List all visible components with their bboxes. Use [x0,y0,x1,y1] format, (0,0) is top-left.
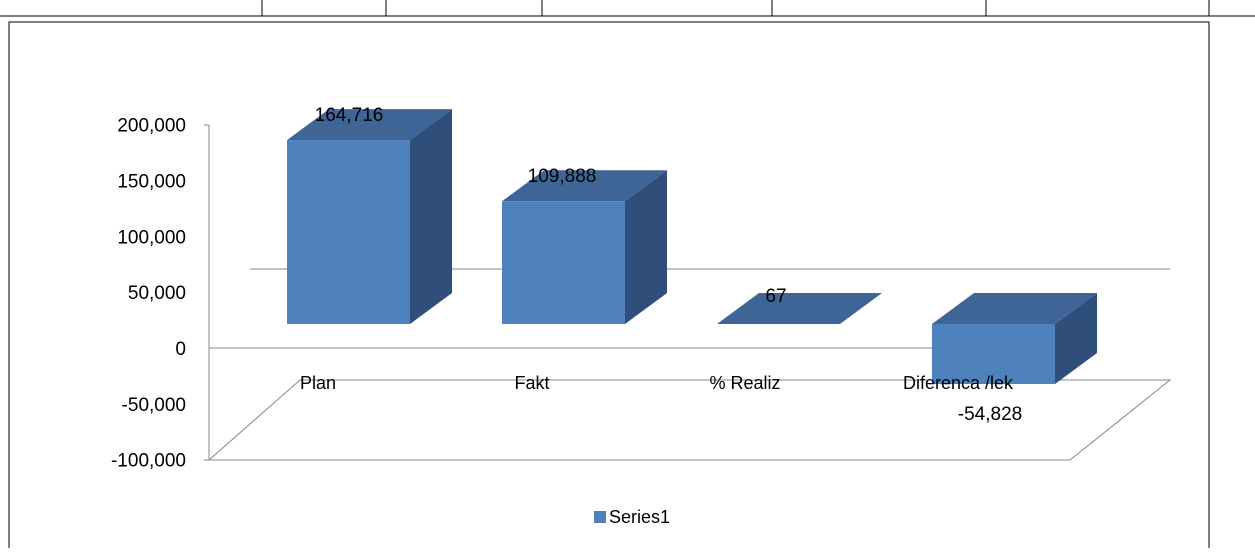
bar-3 [717,293,882,324]
table-border [0,0,1255,17]
bar-front [502,201,625,324]
category-label: Plan [300,373,336,393]
data-label: -54,828 [958,404,1022,425]
data-label: 164,716 [315,105,384,126]
bar-side [625,170,667,324]
y-tick-label: -100,000 [111,451,186,472]
chart-border [8,21,1210,553]
bar-4 [932,293,1097,384]
category-label: Fakt [514,373,549,393]
bar-side [1055,293,1097,384]
legend-swatch [594,511,606,523]
bar-front [287,140,410,324]
y-tick-labels: 200,000 150,000 100,000 50,000 0 -50,000 -100,… [111,116,186,472]
bar-top [287,109,452,141]
bar-front [932,324,1055,384]
y-tick-label: 200,000 [117,116,186,137]
y-tick-label: 0 [175,339,186,360]
bar-side [410,109,452,324]
bar-top [717,293,882,324]
floor-outline [208,379,1172,461]
y-tick-label: 100,000 [117,227,186,248]
category-label: Diferenca /lek [903,373,1014,393]
bar-1 [287,109,452,324]
data-labels: 164,716 109,888 67 -54,828 [315,105,1023,425]
y-tick-label: -50,000 [122,395,186,416]
y-tick-label: 50,000 [128,283,186,304]
legend-label: Series1 [609,507,670,527]
data-label: 67 [765,286,786,307]
legend: Series1 [594,507,670,527]
bar-2 [502,170,667,324]
bar-top [932,293,1097,324]
category-labels: Plan Fakt % Realiz Diferenca /lek [300,373,1014,393]
y-tick-label: 150,000 [117,172,186,193]
category-label: % Realiz [709,373,780,393]
bars [287,109,1097,384]
data-label: 109,888 [528,166,597,187]
bar-top [502,170,667,202]
